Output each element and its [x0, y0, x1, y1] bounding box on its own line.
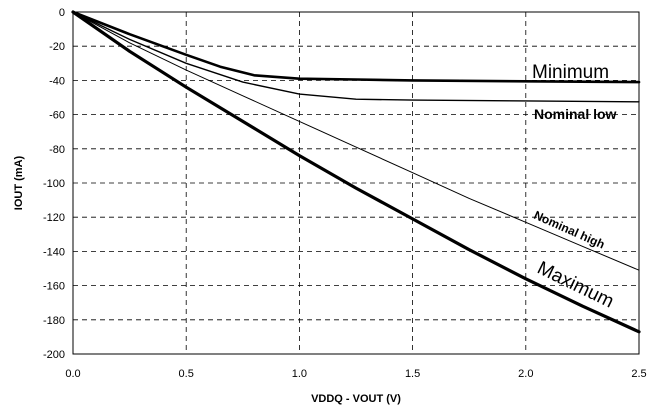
y-tick-label: -180	[43, 315, 65, 327]
x-tick-labels: 0.0 0.5 1.0 1.5 2.0 2.5	[65, 368, 646, 380]
series-layer	[71, 10, 641, 334]
x-tick-label: 0.0	[65, 368, 80, 380]
y-tick-label: -60	[49, 110, 65, 122]
x-tick-label: 0.5	[179, 368, 194, 380]
x-tick-label: 1.0	[292, 368, 307, 380]
series-line-minimum	[71, 10, 641, 84]
y-tick-label: -120	[43, 212, 65, 224]
x-axis-title: VDDQ - VOUT (V)	[311, 393, 401, 405]
y-tick-label: -40	[49, 75, 65, 87]
y-tick-label: -80	[49, 144, 65, 156]
y-tick-label: -200	[43, 349, 65, 361]
plot-frame	[72, 11, 640, 355]
x-tick-label: 1.5	[405, 368, 420, 380]
y-tick-label: -140	[43, 246, 65, 258]
series-line-nominal-high	[72, 11, 640, 271]
x-tick-label: 2.5	[631, 368, 646, 380]
series-line-nominal-low	[72, 11, 640, 103]
y-tick-label: 0	[59, 7, 65, 19]
y-tick-label: -160	[43, 281, 65, 293]
x-tick-label: 2.0	[518, 368, 533, 380]
series-line-maximum	[71, 10, 641, 334]
y-axis-title: IOUT (mA)	[13, 155, 25, 210]
y-tick-label: -100	[43, 178, 65, 190]
y-tick-label: -20	[49, 41, 65, 53]
y-tick-labels: 0 -20 -40 -60 -80 -100 -120 -140 -160 -180 -200	[43, 7, 65, 361]
series-label-minimum: Minimum	[532, 62, 609, 83]
series-label-nominal-low: Nominal low	[534, 106, 617, 122]
